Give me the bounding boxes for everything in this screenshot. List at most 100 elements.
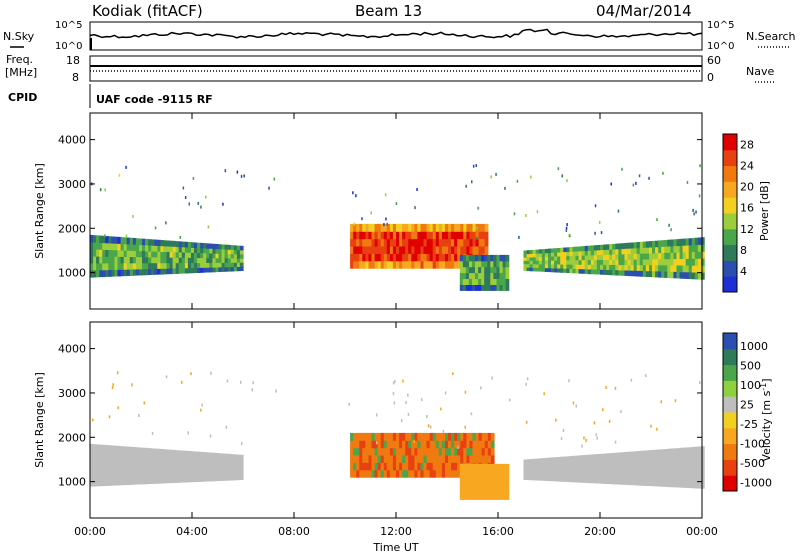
velocity-cell-3-2192-1 bbox=[649, 473, 653, 481]
velocity-cell-3-1856-1 bbox=[563, 473, 567, 478]
velocity-cell-0-432-3 bbox=[200, 461, 204, 468]
velocity-cell-3-2096-3 bbox=[624, 462, 629, 469]
velocity-cell-0-300-2 bbox=[166, 466, 171, 473]
velocity-cell-1-1440-4 bbox=[457, 440, 461, 449]
power-cell-3-2276-3 bbox=[670, 252, 675, 260]
velocity-cell-3-1700-1 bbox=[523, 472, 528, 477]
power-cell-1-1044-5 bbox=[356, 223, 360, 232]
velocity-cell-0-444-0 bbox=[203, 476, 207, 482]
power-speckle-20 bbox=[184, 196, 187, 199]
velocity-cell-1-1152-0 bbox=[383, 469, 388, 478]
velocity-cell-2-1534-4 bbox=[481, 469, 485, 477]
velocity-cell-1-1236-0 bbox=[405, 469, 409, 478]
velocity-cell-0-144-0 bbox=[126, 478, 131, 485]
velocity-cell-3-2288-0 bbox=[673, 480, 678, 488]
power-cell-3-2144-2 bbox=[636, 259, 641, 266]
velocity-cell-2-1558-2 bbox=[487, 481, 491, 488]
power-cell-1-1380-5 bbox=[441, 223, 446, 232]
power-cell-0-540-0 bbox=[227, 266, 232, 272]
velocity-speckle-75 bbox=[605, 386, 607, 389]
velocity-cell-3-1976-5 bbox=[593, 454, 598, 460]
velocity-cell-3-2204-3 bbox=[652, 461, 656, 469]
power-cell-0-0-1 bbox=[90, 263, 94, 271]
velocity-cell-0-552-3 bbox=[230, 462, 235, 468]
power-cell-0-336-3 bbox=[175, 251, 180, 258]
cpid-label: CPID bbox=[8, 91, 37, 104]
velocity-cell-3-2240-2 bbox=[661, 467, 665, 475]
power-speckle-35 bbox=[118, 173, 121, 177]
velocity-cell-3-1796-4 bbox=[548, 461, 552, 466]
power-cell-3-2072-0 bbox=[618, 269, 623, 276]
power-cell-1-1128-5 bbox=[377, 223, 382, 232]
velocity-cell-3-1964-2 bbox=[590, 468, 595, 474]
velocity-cell-2-1522-1 bbox=[478, 487, 482, 494]
velocity-cell-0-372-4 bbox=[184, 456, 189, 462]
power-cell-3-2240-0 bbox=[661, 271, 665, 278]
power-cell-3-2084-4 bbox=[621, 248, 626, 255]
velocity-cell-3-2252-1 bbox=[664, 473, 668, 481]
velocity-cell-0-0-4 bbox=[90, 451, 94, 459]
power-cell-0-564-1 bbox=[233, 262, 238, 267]
velocity-cell-3-2276-0 bbox=[670, 480, 675, 488]
power-cell-1-1020-3 bbox=[350, 238, 354, 247]
power-cell-1-1524-2 bbox=[478, 246, 483, 254]
power-cell-1-1152-4 bbox=[383, 231, 388, 240]
velocity-cell-3-2000-3 bbox=[600, 463, 604, 469]
velocity-cell-3-2216-3 bbox=[655, 461, 659, 469]
power-cell-3-2204-0 bbox=[652, 270, 656, 278]
power-cell-3-1796-3 bbox=[548, 256, 552, 261]
power-cell-1-1272-5 bbox=[414, 223, 419, 232]
power-cell-3-2036-5 bbox=[609, 244, 613, 250]
velocity-cell-0-252-2 bbox=[154, 465, 158, 473]
power-speckle-86 bbox=[361, 217, 363, 221]
power-speckle-10 bbox=[200, 205, 202, 209]
velocity-cell-3-1760-2 bbox=[538, 469, 543, 474]
velocity-speckle-3 bbox=[421, 398, 423, 402]
power-cell-1-1044-0 bbox=[356, 260, 360, 269]
velocity-cell-3-1856-5 bbox=[563, 456, 567, 462]
power-speckle-33 bbox=[386, 222, 388, 226]
power-cell-1-1032-3 bbox=[353, 238, 357, 247]
power-cell-3-1868-5 bbox=[566, 247, 570, 252]
velocity-cell-1-1380-0 bbox=[441, 469, 446, 478]
velocity-cell-1-1440-3 bbox=[457, 447, 461, 456]
power-cell-2-1450-4 bbox=[459, 260, 464, 268]
velocity-cell-1-1320-4 bbox=[426, 440, 431, 449]
power-cell-0-0-4 bbox=[90, 242, 94, 250]
power-cell-3-2180-2 bbox=[645, 258, 650, 266]
velocity-cell-0-552-5 bbox=[230, 454, 235, 459]
velocity-cell-0-24-4 bbox=[96, 451, 100, 459]
power-cell-0-12-0 bbox=[93, 270, 97, 278]
power-cell-1-1164-4 bbox=[386, 231, 391, 240]
velocity-cell-2-1582-5 bbox=[493, 463, 498, 471]
velocity-cell-1-1044-3 bbox=[356, 447, 360, 456]
power-cell-0-252-1 bbox=[154, 262, 158, 269]
velocity-speckle-42 bbox=[91, 418, 94, 422]
velocity-ytick-label-3: 4000 bbox=[58, 343, 86, 356]
velocity-speckle-12 bbox=[348, 402, 350, 406]
velocity-cell-3-2252-2 bbox=[664, 467, 668, 475]
power-cell-1-1068-5 bbox=[362, 223, 366, 232]
velocity-cell-3-2204-0 bbox=[652, 479, 656, 487]
power-cell-3-2396-5 bbox=[701, 237, 705, 245]
power-speckle-29 bbox=[414, 206, 416, 210]
velocity-cell-1-1272-2 bbox=[414, 455, 419, 463]
power-cell-1-1332-4 bbox=[429, 231, 434, 240]
velocity-cell-3-2024-4 bbox=[606, 458, 610, 464]
velocity-cell-0-240-0 bbox=[151, 477, 155, 484]
velocity-speckle-49 bbox=[560, 437, 563, 441]
velocity-cell-1-1248-4 bbox=[408, 440, 412, 449]
power-cell-0-48-4 bbox=[102, 242, 106, 250]
velocity-cell-3-2168-4 bbox=[642, 456, 647, 463]
velocity-cell-0-108-3 bbox=[117, 458, 122, 466]
velocity-speckle-52 bbox=[660, 400, 662, 404]
power-cell-3-1700-3 bbox=[523, 257, 528, 261]
velocity-cell-2-1558-1 bbox=[487, 487, 491, 494]
velocity-speckle-18 bbox=[275, 389, 277, 393]
power-cell-1-1440-3 bbox=[457, 238, 461, 247]
power-cell-1-1032-0 bbox=[353, 260, 357, 269]
power-cell-0-312-5 bbox=[169, 240, 174, 247]
velocity-cell-3-2336-2 bbox=[685, 467, 690, 475]
velocity-cell-2-1594-2 bbox=[496, 481, 501, 488]
velocity-cell-3-2276-1 bbox=[670, 474, 675, 481]
